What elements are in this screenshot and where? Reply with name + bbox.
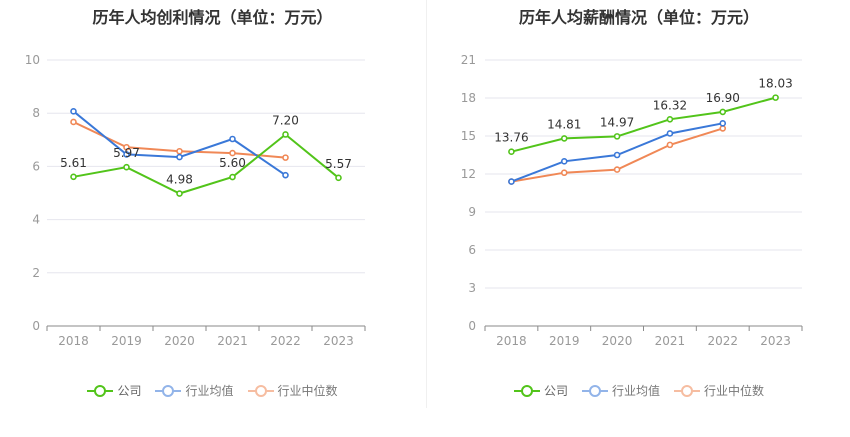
- data-label: 14.97: [600, 115, 634, 129]
- legend-industry-avg-marker: [581, 384, 608, 398]
- x-tick-label: 2021: [655, 334, 686, 348]
- y-tick-label: 21: [461, 53, 476, 67]
- legend-industry-median-marker: [674, 384, 700, 398]
- salary-chart-panel: 历年人均薪酬情况（单位：万元） 0 3 6 9 12 15 18 21 2018 2019 2020…: [428, 0, 850, 437]
- profit-chart-plot: 0 2 4 6 8 10 2018 2019 2020 2021 2022 2023 5.61 5.97 4…: [25, 53, 366, 348]
- legend-industry-avg-label: 行业均值: [185, 384, 234, 398]
- data-point: [229, 135, 236, 143]
- y-tick-label: 9: [468, 205, 476, 219]
- data-point: [560, 135, 568, 142]
- data-label: 5.61: [60, 156, 87, 170]
- data-point: [508, 148, 515, 156]
- data-point: [772, 94, 779, 101]
- data-point: [70, 108, 77, 115]
- legend-industry-avg[interactable]: 行业均值: [155, 382, 234, 399]
- legend-company[interactable]: 公司: [87, 382, 141, 399]
- y-tick-label: 6: [32, 159, 40, 173]
- data-point: [176, 190, 183, 197]
- x-tick-label: 2019: [549, 334, 580, 348]
- data-point: [70, 173, 77, 181]
- data-point: [282, 131, 289, 138]
- data-point: [123, 163, 130, 171]
- data-label: 5.97: [113, 146, 140, 160]
- data-label: 7.20: [272, 113, 299, 127]
- x-tick-label: 2018: [58, 334, 89, 348]
- data-point: [560, 158, 568, 165]
- legend-industry-median[interactable]: 行业中位数: [674, 382, 764, 399]
- salary-chart-plot: 0 3 6 9 12 15 18 21 2018 2019 2020 2021 2022 2023 13.7…: [461, 53, 803, 348]
- data-label: 18.03: [758, 77, 792, 91]
- data-point: [613, 166, 621, 173]
- data-label: 13.76: [494, 131, 528, 145]
- legend-company-marker: [513, 384, 540, 398]
- legend-industry-median-label: 行业中位数: [704, 384, 765, 398]
- profit-chart-panel: 历年人均创利情况（单位：万元） 0 2 4 6 8 10 2018 2019 2020 2021 2…: [0, 8, 425, 399]
- data-point: [560, 169, 568, 177]
- legend-company-marker: [87, 384, 114, 398]
- legend-industry-avg[interactable]: 行业均值: [581, 382, 660, 399]
- series-line-0: [511, 96, 776, 153]
- x-tick-label: 2019: [111, 334, 142, 348]
- data-point: [70, 118, 77, 126]
- y-tick-label: 18: [461, 91, 476, 105]
- x-tick-label: 2023: [323, 334, 354, 348]
- salary-chart-title: 历年人均薪酬情况（单位：万元）: [518, 8, 759, 27]
- data-point: [123, 151, 130, 158]
- y-tick-label: 8: [32, 106, 40, 120]
- data-label: 5.60: [219, 156, 246, 170]
- data-point: [335, 174, 342, 182]
- data-point: [666, 115, 674, 123]
- y-tick-label: 2: [32, 266, 40, 280]
- data-point: [123, 143, 130, 151]
- legend-industry-median-label: 行业中位数: [277, 384, 338, 398]
- x-tick-label: 2021: [217, 334, 248, 348]
- data-point: [719, 108, 727, 116]
- legend-company-label: 公司: [117, 384, 142, 398]
- series-line-0: [73, 133, 340, 195]
- data-point: [613, 133, 621, 140]
- data-point: [508, 178, 515, 185]
- x-tick-label: 2022: [270, 334, 301, 348]
- data-label: 5.57: [325, 157, 352, 171]
- salary-chart-legend: 公司 行业均值 行业中位数: [428, 382, 850, 399]
- y-tick-label: 12: [461, 167, 476, 181]
- data-label: 16.32: [653, 98, 687, 112]
- y-tick-label: 0: [32, 319, 40, 333]
- data-label: 14.81: [547, 117, 581, 131]
- legend-company-label: 公司: [543, 384, 568, 398]
- data-point: [719, 125, 727, 132]
- data-point: [666, 130, 674, 137]
- data-point: [176, 153, 183, 161]
- legend-company[interactable]: 公司: [513, 382, 568, 399]
- y-tick-label: 10: [25, 53, 40, 67]
- data-point: [282, 171, 289, 179]
- profit-chart-legend: 公司 行业均值 行业中位数: [0, 382, 425, 399]
- data-point: [229, 149, 236, 157]
- y-tick-label: 3: [468, 281, 476, 295]
- y-tick-label: 4: [32, 213, 40, 227]
- data-point: [229, 173, 236, 181]
- data-label: 4.98: [166, 173, 193, 187]
- x-tick-label: 2018: [496, 334, 527, 348]
- data-point: [613, 151, 621, 159]
- x-tick-label: 2022: [707, 334, 738, 348]
- panel-divider: [426, 0, 427, 408]
- data-label: 16.90: [706, 91, 740, 105]
- x-tick-label: 2020: [602, 334, 633, 348]
- y-tick-label: 0: [468, 319, 476, 333]
- legend-industry-avg-label: 行业均值: [611, 384, 660, 398]
- legend-industry-avg-marker: [155, 384, 182, 398]
- data-point: [282, 154, 289, 161]
- series-line-1: [72, 110, 287, 177]
- profit-chart-title: 历年人均创利情况（单位：万元）: [92, 8, 333, 27]
- y-tick-label: 15: [461, 129, 476, 143]
- x-tick-label: 2023: [760, 334, 791, 348]
- data-point: [176, 147, 183, 155]
- legend-industry-median[interactable]: 行业中位数: [247, 382, 338, 399]
- legend-industry-median-marker: [247, 384, 274, 398]
- y-tick-label: 6: [468, 243, 476, 257]
- data-point: [666, 141, 674, 149]
- data-point: [719, 120, 727, 127]
- x-tick-label: 2020: [164, 334, 195, 348]
